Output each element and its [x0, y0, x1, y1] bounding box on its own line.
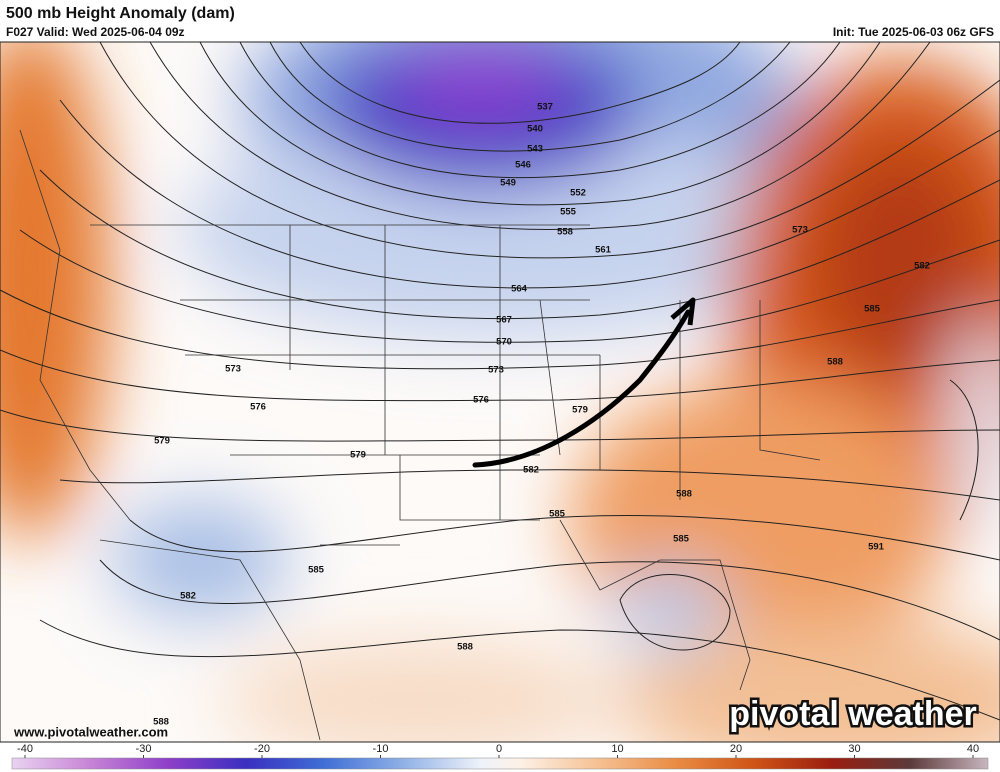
- contour-label: 549: [500, 178, 516, 189]
- url: www.pivotalweather.com: [13, 724, 168, 739]
- contour-label: 540: [527, 124, 543, 135]
- contour-label: 576: [250, 402, 266, 413]
- contour-label: 579: [350, 450, 366, 461]
- annotation-arrow: [472, 309, 691, 468]
- contour-label: 588: [827, 357, 843, 368]
- colorbar-tick-label: 20: [730, 743, 742, 755]
- colorbar-tick-label: -40: [17, 743, 33, 755]
- contour-label: 588: [676, 489, 692, 500]
- contour-label: 570: [496, 337, 512, 348]
- map-frame: [0, 41, 1000, 743]
- contour-label: 582: [523, 465, 539, 476]
- contour-label: 561: [595, 245, 612, 256]
- contour-label: 582: [914, 261, 930, 272]
- contour-label: 588: [457, 642, 473, 653]
- contour-labels: 537 540 543 546 549 552 555 558 561 564 567 570 573 5…: [153, 102, 930, 728]
- contour-label: 585: [673, 534, 690, 545]
- colorbar-tick-label: 30: [848, 743, 860, 755]
- contour-label: 579: [154, 436, 170, 447]
- annotation-arrowhead: [670, 297, 696, 326]
- watermark: pivotal weather: [729, 695, 977, 733]
- contour-label: 588: [153, 717, 169, 728]
- contour-label: 576: [473, 395, 489, 406]
- init-time: Init: Tue 2025-06-03 06z GFS: [833, 25, 994, 39]
- contour-label: 552: [570, 188, 586, 199]
- contour-label: 585: [308, 565, 325, 576]
- title: 500 mb Height Anomaly (dam): [6, 5, 235, 22]
- contour-label: 573: [225, 364, 241, 375]
- contour-label: 591: [868, 542, 885, 553]
- colorbar-tick-label: -20: [254, 743, 270, 755]
- contour-label: 573: [792, 225, 808, 236]
- contour-label: 537: [537, 102, 553, 113]
- contour-label: 579: [572, 405, 588, 416]
- colorbar-ticks: -40 -30 -20 -10 0 10 20 30 40: [17, 743, 979, 758]
- contour-label: 546: [515, 160, 531, 171]
- contour-label: 582: [180, 591, 196, 602]
- colorbar-tick-label: -30: [136, 743, 152, 755]
- contour-label: 543: [527, 144, 543, 155]
- contour-label: 558: [557, 227, 573, 238]
- contour-label: 585: [864, 304, 881, 315]
- contour-label: 585: [549, 509, 566, 520]
- contour-label: 567: [496, 315, 512, 326]
- contour-label: 564: [511, 284, 528, 295]
- colorbar: [11, 757, 989, 770]
- colorbar-tick-label: 0: [496, 743, 502, 755]
- colorbar-tick-label: 10: [611, 743, 623, 755]
- colorbar-tick-label: -10: [373, 743, 389, 755]
- contours: [0, 42, 1000, 721]
- colorbar-tick-label: 40: [967, 743, 979, 755]
- contour-label: 555: [560, 207, 577, 218]
- valid-time: F027 Valid: Wed 2025-06-04 09z: [6, 25, 185, 39]
- contour-label: 573: [488, 365, 504, 376]
